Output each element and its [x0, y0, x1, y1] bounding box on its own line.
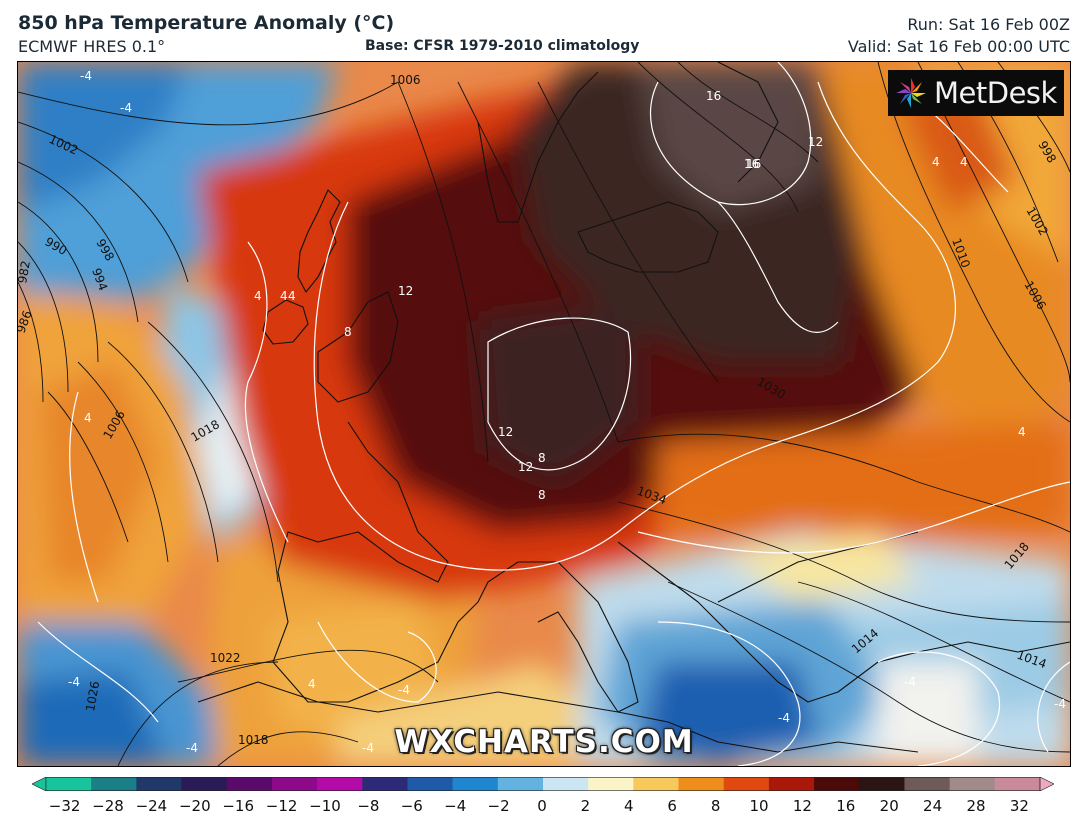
colorbar: [32, 777, 1054, 791]
colorbar-tick-label: 12: [792, 797, 812, 815]
anomaly-label: 12: [808, 135, 823, 149]
colorbar-cell: [633, 777, 680, 791]
anomaly-field: [18, 62, 1070, 766]
colorbar-min-arrow: [32, 777, 47, 791]
anomaly-map: 1006 1002 990 998 994 982 986 1006 1018 1022 1026 1…: [17, 61, 1071, 767]
colorbar-tick-label: −12: [265, 797, 298, 815]
colorbar-tick-label: 6: [667, 797, 677, 815]
colorbar-cell: [994, 777, 1041, 791]
colorbar-tick-label: −8: [357, 797, 380, 815]
colorbar-tick-label: −28: [92, 797, 124, 815]
colorbar-cell: [181, 777, 228, 791]
colorbar-cell: [859, 777, 906, 791]
anomaly-label: 8: [344, 325, 352, 339]
coastlines: [197, 62, 1070, 753]
colorbar-cell: [226, 777, 273, 791]
anomaly-label: 4: [960, 155, 968, 169]
anomaly-label: 4: [254, 289, 262, 303]
colorbar-cell: [136, 777, 183, 791]
anomaly-label: 4: [1018, 425, 1026, 439]
metdesk-logo-text: MetDesk: [934, 76, 1057, 110]
anomaly-label: 16: [706, 89, 721, 103]
colorbar-cell: [768, 777, 815, 791]
colorbar-cell: [814, 777, 860, 791]
colorbar-tick-label: 8: [710, 797, 721, 815]
isobar-label: 1006: [390, 73, 421, 87]
anomaly-label: 8: [538, 488, 546, 502]
colorbar-cell: [949, 777, 996, 791]
colorbar-cell: [91, 777, 137, 791]
colorbar-cell: [904, 777, 951, 791]
colorbar-tick-label: −32: [48, 797, 81, 815]
anomaly-label: 12: [498, 425, 513, 439]
anomaly-contours: [37, 62, 1070, 766]
run-time-label: Run: Sat 16 Feb 00Z: [907, 15, 1070, 34]
colorbar-tick-label: 20: [879, 797, 899, 815]
anomaly-label: 4: [932, 155, 940, 169]
anomaly-label: 16: [746, 157, 761, 171]
colorbar-tick-label: 32: [1009, 797, 1029, 815]
colorbar-tick-label: 0: [537, 797, 547, 815]
colorbar-max-arrow: [1039, 777, 1054, 791]
anomaly-label: -4: [80, 69, 92, 83]
isobar-label: 1022: [210, 651, 241, 665]
anomaly-label: 4: [280, 289, 288, 303]
colorbar-cell: [723, 777, 770, 791]
climatology-base-label: Base: CFSR 1979-2010 climatology: [365, 38, 640, 54]
isobar-label: 1026: [83, 680, 102, 713]
anomaly-label: -4: [68, 675, 80, 689]
colorbar-tick-label: 4: [624, 797, 634, 815]
isobar-label: 1018: [238, 733, 269, 747]
anomaly-label: -4: [904, 675, 916, 689]
colorbar-tick-label: −6: [400, 797, 423, 815]
anomaly-label: -4: [398, 683, 410, 697]
colorbar-tick-label: 28: [966, 797, 986, 815]
model-label: ECMWF HRES 0.1°: [18, 37, 166, 56]
colorbar-cell: [588, 777, 634, 791]
anomaly-label: 8: [538, 451, 546, 465]
colorbar-cell: [497, 777, 544, 791]
anomaly-label: -4: [1054, 697, 1066, 711]
colorbar-cell: [543, 777, 589, 791]
colorbar-tick-label: −10: [309, 797, 341, 815]
anomaly-label: -4: [120, 101, 132, 115]
colorbar-tick-label: −24: [135, 797, 168, 815]
colorbar-tick-label: −4: [444, 797, 467, 815]
valid-time-label: Valid: Sat 16 Feb 00:00 UTC: [847, 37, 1070, 56]
anomaly-label: 4: [308, 677, 316, 691]
anomaly-label: 12: [518, 460, 533, 474]
map-title: 850 hPa Temperature Anomaly (°C): [18, 12, 395, 34]
colorbar-cell: [271, 777, 318, 791]
isobar-label: 982: [18, 260, 33, 285]
colorbar-cell: [317, 777, 363, 791]
anomaly-label: 4: [288, 289, 296, 303]
colorbar-cell: [362, 777, 409, 791]
colorbar-cell: [452, 777, 499, 791]
anomaly-label: 16: [744, 157, 759, 171]
colorbar-tick-label: −20: [178, 797, 211, 815]
colorbar-scale: [32, 777, 1054, 791]
colorbar-tick-label: 24: [923, 797, 943, 815]
colorbar-tick-label: −16: [222, 797, 255, 815]
anomaly-label: 4: [84, 411, 92, 425]
colorbar-tick-label: 16: [836, 797, 856, 815]
metdesk-pinwheel-icon: [896, 78, 926, 108]
wxcharts-watermark: WXCHARTS.COM: [394, 724, 694, 760]
anomaly-label: -4: [778, 711, 790, 725]
metdesk-logo: MetDesk: [888, 70, 1064, 116]
anomaly-label: -4: [186, 741, 198, 755]
anomaly-label: -4: [362, 741, 374, 755]
colorbar-tick-label: −2: [487, 797, 510, 815]
colorbar-cell: [407, 777, 454, 791]
colorbar-cell: [46, 777, 92, 791]
colorbar-tick-label: 2: [580, 797, 591, 815]
colorbar-tick-label: 10: [749, 797, 769, 815]
anomaly-label: 12: [398, 284, 413, 298]
colorbar-cell: [678, 777, 725, 791]
